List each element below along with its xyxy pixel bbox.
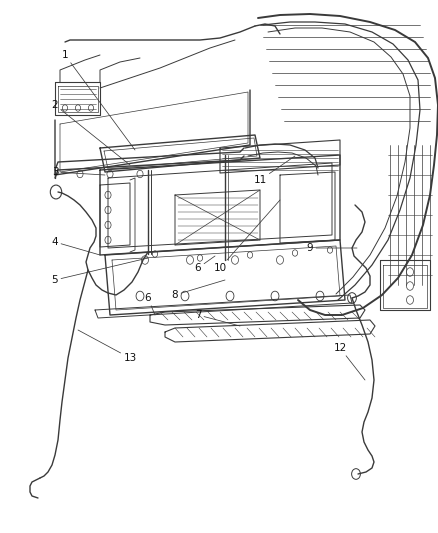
- Text: 7: 7: [194, 310, 240, 326]
- Text: 13: 13: [78, 330, 137, 363]
- Text: 1: 1: [62, 50, 135, 150]
- Text: 3: 3: [52, 167, 105, 177]
- Text: 5: 5: [52, 258, 148, 285]
- Text: 4: 4: [52, 237, 100, 255]
- Text: 12: 12: [333, 343, 365, 380]
- Text: 8: 8: [172, 280, 225, 300]
- Text: 11: 11: [253, 156, 295, 185]
- Text: 6: 6: [145, 293, 155, 315]
- Text: 6: 6: [194, 256, 215, 273]
- Text: 2: 2: [52, 100, 130, 165]
- Text: 9: 9: [307, 243, 357, 253]
- Text: 10: 10: [213, 200, 280, 273]
